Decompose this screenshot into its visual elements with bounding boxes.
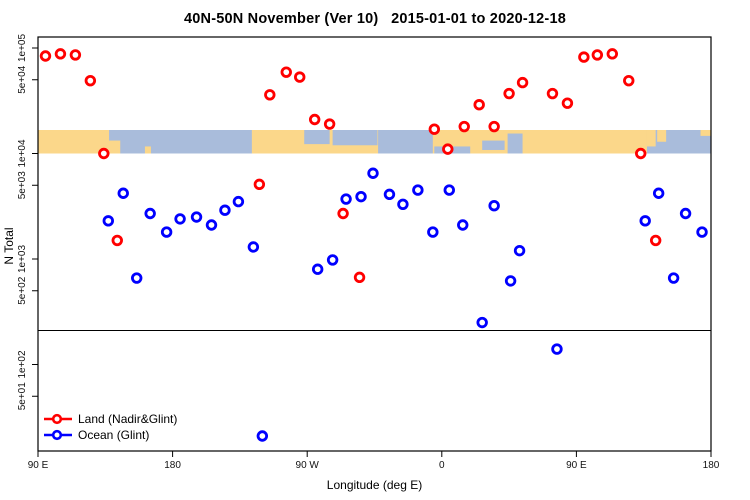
scatter-point: [98, 147, 110, 160]
x-tick-label: 90 W: [296, 460, 320, 471]
map-band-land: [38, 130, 110, 154]
scatter-point: [294, 71, 306, 83]
scatter-point: [513, 244, 526, 257]
y-tick-label: 5e+01: [17, 382, 28, 411]
scatter-point: [667, 272, 680, 284]
legend: Land (Nadir&Glint) Ocean (Glint): [44, 411, 177, 443]
scatter-point: [397, 198, 409, 210]
scatter-point: [69, 49, 82, 61]
y-tick-label: 1e+04: [17, 139, 28, 168]
y-tick-label: 1e+05: [17, 34, 28, 63]
scatter-point: [639, 215, 651, 227]
scatter-point: [190, 211, 203, 223]
scatter-point: [578, 51, 590, 63]
scatter-point: [428, 123, 441, 135]
plot-border: [37, 36, 712, 452]
y-tick-label: 5e+02: [17, 276, 28, 305]
scatter-point: [117, 187, 129, 199]
scatter-point: [355, 190, 367, 203]
legend-label-land: Land (Nadir&Glint): [78, 412, 178, 426]
y-axis-label: N Total: [2, 227, 16, 265]
scatter-point: [337, 207, 349, 220]
scatter-point: [256, 430, 269, 442]
scatter-point: [340, 193, 352, 205]
scatter-point: [253, 178, 266, 191]
x-tick-label: 180: [703, 460, 720, 471]
scatter-point: [591, 49, 604, 61]
scatter-point: [679, 207, 692, 220]
scatter-point: [264, 89, 276, 101]
scatter-point: [247, 241, 260, 253]
y-tick-label: 5e+03: [17, 171, 28, 200]
map-band-island: [646, 130, 656, 147]
map-band-lake: [332, 130, 378, 146]
scatter-point: [219, 204, 231, 216]
x-tick-label: 0: [439, 460, 445, 471]
scatter-point: [111, 234, 123, 247]
scatter-point: [326, 254, 339, 266]
chart-title: 40N-50N November (Ver 10) 2015-01-01 to …: [184, 11, 566, 27]
legend-entry-land: Land (Nadir&Glint): [44, 411, 177, 427]
scatter-point: [205, 219, 218, 231]
map-band-island: [144, 146, 151, 154]
scatter-point: [367, 167, 379, 179]
scatter-point: [160, 226, 173, 238]
scatter-point: [442, 143, 454, 155]
x-tick-label: 90 E: [28, 460, 49, 471]
scatter-point: [102, 215, 114, 227]
scatter-point: [488, 200, 500, 212]
scatter-point: [516, 76, 529, 89]
scatter-point: [551, 343, 563, 355]
scatter-point: [473, 99, 485, 111]
scatter-point: [144, 207, 156, 220]
ocean-series-marker-icon: [44, 429, 72, 441]
land-series-marker-icon: [44, 413, 72, 425]
map-band-lake: [304, 130, 330, 145]
scatter-point: [696, 226, 708, 238]
scatter-point: [427, 226, 439, 238]
y-tick-label: 1e+03: [17, 245, 28, 274]
legend-label-ocean: Ocean (Glint): [78, 428, 150, 442]
scatter-point: [443, 184, 455, 196]
scatter-point: [383, 188, 396, 201]
scatter-point: [54, 48, 67, 60]
scatter-point: [323, 118, 336, 130]
y-tick-label: 5e+04: [17, 65, 28, 94]
x-tick-label: 180: [164, 460, 181, 471]
scatter-point: [652, 187, 665, 199]
scatter-point: [546, 87, 559, 100]
scatter-point: [280, 66, 292, 78]
map-band-island: [700, 130, 711, 136]
scatter-point: [561, 97, 574, 109]
scatter-point: [635, 147, 647, 160]
x-tick-label: 90 E: [566, 460, 587, 471]
scatter-point: [606, 48, 618, 60]
scatter-point: [412, 184, 424, 196]
scatter-point: [84, 74, 97, 87]
scatter-point: [311, 263, 324, 275]
scatter-point: [649, 234, 662, 247]
scatter-point: [308, 113, 321, 126]
scatter-point: [174, 213, 186, 225]
x-axis-label: Longitude (deg E): [326, 478, 423, 492]
scatter-point: [457, 219, 469, 231]
map-band-lake: [507, 133, 523, 154]
scatter-point: [623, 74, 635, 87]
scatter-point: [504, 275, 517, 287]
scatter-point: [476, 316, 488, 329]
y-tick-label: 1e+02: [17, 350, 28, 379]
scatter-point: [488, 120, 500, 133]
map-band-lake: [482, 140, 505, 150]
map-band-island: [108, 140, 121, 154]
scatter-point: [503, 87, 515, 100]
scatter-point: [131, 272, 143, 284]
legend-entry-ocean: Ocean (Glint): [44, 427, 177, 443]
scatter-point: [232, 195, 245, 208]
scatter-point: [458, 120, 470, 133]
scatter-point: [353, 271, 366, 284]
map-band-island: [657, 130, 667, 142]
scatter-point: [39, 50, 52, 62]
